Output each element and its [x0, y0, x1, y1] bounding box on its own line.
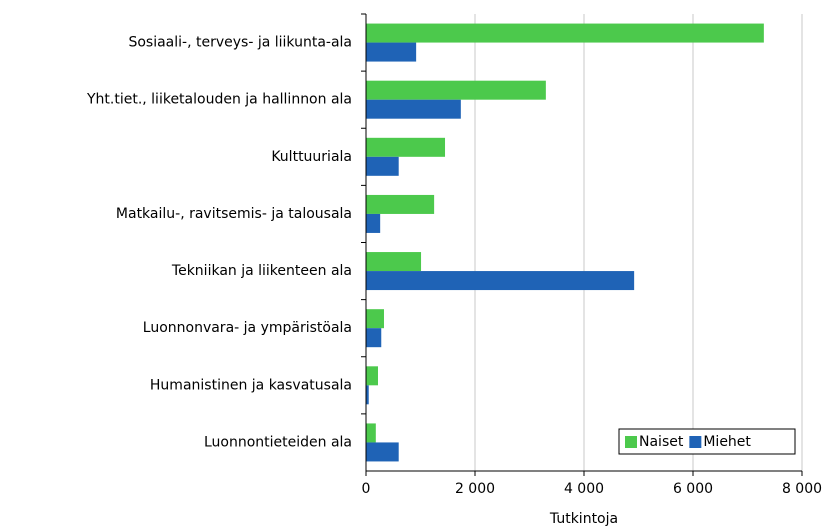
bar	[366, 99, 461, 119]
bar	[366, 328, 382, 348]
legend-label: Naiset	[639, 434, 684, 450]
y-tick-label: Luonnontieteiden ala	[204, 434, 352, 450]
bar	[366, 213, 381, 233]
bar	[366, 366, 378, 386]
x-tick-label: 2 000	[455, 481, 495, 497]
x-tick-label: 0	[362, 481, 371, 497]
y-tick-label: Tekniikan ja liikenteen ala	[171, 263, 352, 279]
y-tick-label: Yht.tiet., liiketalouden ja hallinnon al…	[86, 92, 352, 108]
bar	[366, 309, 384, 329]
legend-label: Miehet	[703, 434, 751, 450]
bar	[366, 23, 764, 43]
bar	[366, 442, 399, 462]
bar	[366, 137, 446, 157]
legend-box	[618, 428, 796, 455]
y-tick-label: Sosiaali-, terveys- ja liikunta-ala	[128, 35, 352, 51]
bar	[366, 194, 435, 214]
y-tick-label: Kulttuuriala	[271, 149, 352, 165]
x-tick-label: 6 000	[673, 481, 713, 497]
x-tick-label: 4 000	[564, 481, 604, 497]
y-tick-label: Matkailu-, ravitsemis- ja talousala	[116, 206, 352, 222]
legend-swatch	[625, 436, 637, 448]
x-tick-label: 8 000	[782, 481, 822, 497]
y-tick-label: Luonnonvara- ja ympäristöala	[143, 320, 352, 336]
bar	[366, 385, 369, 405]
bar	[366, 80, 546, 100]
bar	[366, 252, 422, 272]
bar	[366, 42, 417, 62]
bar	[366, 423, 376, 443]
legend-swatch	[689, 436, 702, 448]
y-tick-label: Humanistinen ja kasvatusala	[150, 377, 352, 393]
x-axis-label: Tutkintoja	[549, 511, 618, 527]
bar	[366, 156, 399, 176]
bar	[366, 271, 635, 291]
